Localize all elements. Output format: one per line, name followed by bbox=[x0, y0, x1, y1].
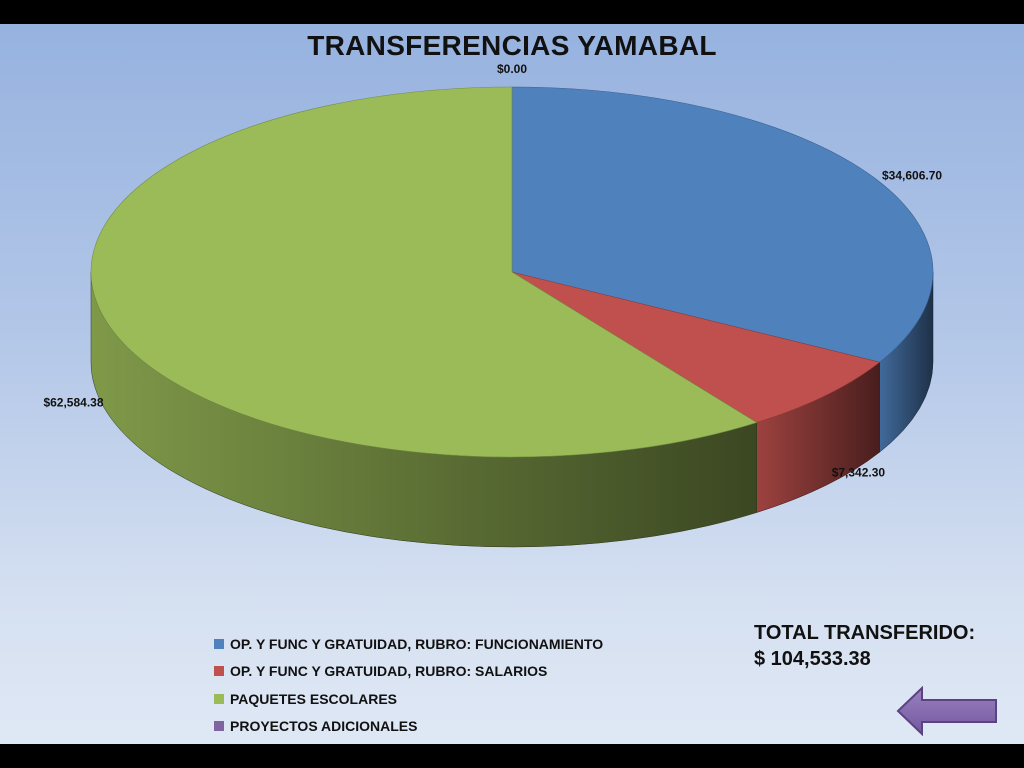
legend-swatch bbox=[214, 693, 224, 704]
total-label: TOTAL TRANSFERIDO: bbox=[754, 622, 976, 644]
legend-swatch bbox=[214, 638, 224, 649]
pie-side-walls bbox=[90, 271, 934, 548]
data-label-2: $62,584.38 bbox=[43, 396, 103, 410]
left-arrow-icon bbox=[896, 686, 997, 736]
legend-item: PAQUETES ESCOLARES bbox=[214, 685, 603, 713]
legend-label: OP. Y FUNC Y GRATUIDAD, RUBRO: FUNCIONAM… bbox=[230, 635, 604, 652]
pie-slice-0 bbox=[511, 86, 934, 363]
back-arrow-button[interactable] bbox=[896, 686, 1000, 736]
legend-swatch bbox=[214, 721, 224, 732]
legend-item: OP. Y FUNC Y GRATUIDAD, RUBRO: FUNCIONAM… bbox=[214, 630, 603, 658]
legend-label: PAQUETES ESCOLARES bbox=[230, 690, 397, 707]
chart-legend: OP. Y FUNC Y GRATUIDAD, RUBRO: FUNCIONAM… bbox=[214, 630, 603, 740]
pie-chart: $34,606.70 $7,342.30 $62,584.38 $0.00 bbox=[43, 62, 942, 548]
total-value: $ 104,533.38 bbox=[754, 648, 871, 670]
legend-item: PROYECTOS ADICIONALES bbox=[214, 713, 603, 741]
data-label-1: $7,342.30 bbox=[832, 466, 886, 480]
data-label-0: $34,606.70 bbox=[882, 168, 942, 182]
pie-top bbox=[90, 86, 934, 458]
chart-title: TRANSFERENCIAS YAMABAL bbox=[307, 30, 717, 61]
slide: TRANSFERENCIAS YAMABAL $34,606.70 $7,342.… bbox=[0, 24, 1024, 744]
total-transferred: TOTAL TRANSFERIDO: $ 104,533.38 bbox=[754, 620, 975, 672]
pie-slice-2 bbox=[90, 86, 758, 458]
legend-label: PROYECTOS ADICIONALES bbox=[230, 718, 418, 735]
pie-slice-1 bbox=[511, 271, 881, 423]
legend-swatch bbox=[214, 666, 224, 677]
legend-item: OP. Y FUNC Y GRATUIDAD, RUBRO: SALARIOS bbox=[214, 658, 603, 686]
data-label-3: $0.00 bbox=[497, 62, 527, 76]
legend-label: OP. Y FUNC Y GRATUIDAD, RUBRO: SALARIOS bbox=[230, 663, 548, 680]
